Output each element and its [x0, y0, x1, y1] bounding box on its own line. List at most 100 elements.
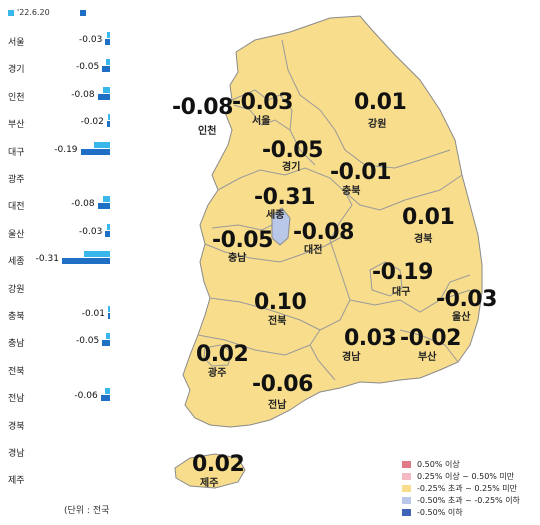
row-value: -0.05: [75, 336, 100, 347]
sejong-shape: [271, 207, 291, 246]
region-name-gangwon: 강원: [368, 119, 387, 130]
region-value-ulsan: -0.03: [436, 287, 497, 312]
region-value-jeju: 0.02: [192, 452, 245, 477]
legend-label: 0.25% 이상 ~ 0.50% 미만: [417, 472, 515, 481]
legend-label: -0.50% 이하: [417, 508, 463, 517]
bar-current: [80, 148, 110, 155]
row-value: -0.01: [81, 309, 105, 319]
region-value-busan: -0.02: [400, 326, 461, 351]
region-name-busan: 부산: [418, 352, 437, 363]
bar-current: [102, 66, 110, 73]
row-value: -0.02: [80, 117, 104, 128]
row-label: 경북: [8, 421, 25, 432]
region-name-ulsan: 울산: [452, 312, 471, 323]
legend-item: 0.25% 이상 ~ 0.50% 미만: [402, 471, 520, 483]
region-value-gyeongbuk: 0.01: [402, 205, 455, 230]
legend-item: -0.50% 이하: [402, 507, 520, 519]
bar-prev: [107, 32, 110, 38]
bar-current: [108, 313, 110, 319]
region-name-gyeongnam: 경남: [342, 352, 361, 363]
bar-prev: [108, 306, 110, 312]
row-value: -0.08: [71, 199, 95, 210]
bar-prev: [93, 141, 110, 148]
bar-current: [105, 39, 110, 45]
region-name-gwangju: 광주: [208, 368, 227, 379]
region-name-sejong: 세종: [266, 210, 285, 221]
region-value-gyeongnam: 0.03: [344, 326, 397, 351]
legend-label: -0.25% 초과 ~ 0.25% 미만: [417, 484, 518, 493]
bar-prev: [105, 333, 110, 340]
legend-swatch: [402, 485, 411, 492]
row-value: -0.19: [54, 144, 78, 155]
row-label: 경남: [8, 449, 25, 459]
legend-swatch: [402, 497, 411, 504]
row-label: 인천: [8, 92, 25, 103]
jeju-shape: [174, 453, 246, 489]
legend-label: 0.50% 이상: [417, 460, 460, 469]
legend-item: -0.50% 초과 ~ -0.25% 이하: [402, 495, 520, 507]
map-legend: 0.50% 이상 0.25% 이상 ~ 0.50% 미만 -0.25% 초과 ~ 0…: [402, 459, 520, 519]
region-name-jeju: 제주: [200, 478, 219, 489]
bar-current: [105, 230, 110, 237]
region-value-daejeon: -0.08: [293, 220, 354, 245]
bar-current: [100, 395, 110, 402]
legend-item: 0.50% 이상: [402, 459, 520, 471]
bar-prev: [108, 114, 110, 121]
row-label: 세종: [8, 257, 25, 268]
region-value-jeonnam: -0.06: [252, 372, 313, 397]
row-label: 부산: [8, 120, 25, 131]
bar-prev: [103, 86, 110, 93]
region-name-chungbuk: 충북: [342, 186, 361, 197]
province-borders: [197, 39, 471, 381]
bar-prev: [107, 223, 110, 230]
row-label: 서울: [8, 38, 25, 48]
row-label: 강원: [8, 284, 25, 295]
region-value-daegu: -0.19: [372, 260, 433, 285]
region-name-seoul: 서울: [252, 116, 271, 127]
bar-current: [102, 340, 110, 347]
region-value-gyeonggi: -0.05: [262, 138, 323, 163]
row-label: 제주: [8, 476, 25, 487]
bar-prev: [104, 388, 110, 395]
row-label: 전북: [8, 366, 25, 377]
legend-label: -0.50% 초과 ~ -0.25% 이하: [417, 496, 520, 505]
row-label: 대구: [8, 147, 25, 158]
region-value-incheon: -0.08: [172, 95, 233, 120]
row-label: 경기: [8, 65, 25, 76]
bar-prev: [83, 251, 110, 258]
row-label: 충남: [8, 339, 25, 350]
region-value-chungnam: -0.05: [212, 228, 273, 253]
region-name-chungnam: 충남: [228, 253, 247, 264]
legend-swatch: [402, 473, 411, 480]
region-value-gangwon: 0.01: [354, 90, 407, 115]
region-value-gwangju: 0.02: [196, 342, 249, 367]
region-value-jeonbuk: 0.10: [254, 290, 307, 315]
region-name-incheon: 인천: [198, 126, 217, 137]
bar-current: [97, 93, 110, 100]
unit-note: (단위 : 전국: [64, 506, 110, 516]
row-value: -0.06: [74, 391, 98, 402]
region-name-jeonbuk: 전북: [268, 316, 287, 327]
row-value: -0.03: [79, 226, 103, 237]
legend-swatch: [402, 461, 411, 468]
bar-prev: [105, 59, 110, 66]
row-label: 광주: [8, 175, 25, 185]
bar-prev: [103, 196, 110, 203]
bar-current: [61, 258, 110, 265]
legend-item: -0.25% 초과 ~ 0.25% 미만: [402, 483, 520, 495]
row-value: -0.08: [71, 89, 95, 100]
bar-current: [106, 121, 110, 128]
mainland-shape: [182, 15, 483, 428]
row-label: 울산: [8, 229, 25, 240]
chart-date-label: '22.6.20: [17, 8, 50, 17]
region-name-daejeon: 대전: [304, 245, 323, 256]
series-swatch-light: [8, 9, 14, 16]
region-value-chungbuk: -0.01: [330, 160, 391, 185]
row-value: -0.03: [79, 35, 103, 45]
region-value-sejong: -0.31: [254, 185, 315, 210]
row-label: 전남: [8, 394, 25, 405]
region-name-gyeongbuk: 경북: [414, 234, 433, 245]
series-swatch-dark: [80, 9, 87, 16]
region-name-daegu: 대구: [392, 287, 411, 298]
